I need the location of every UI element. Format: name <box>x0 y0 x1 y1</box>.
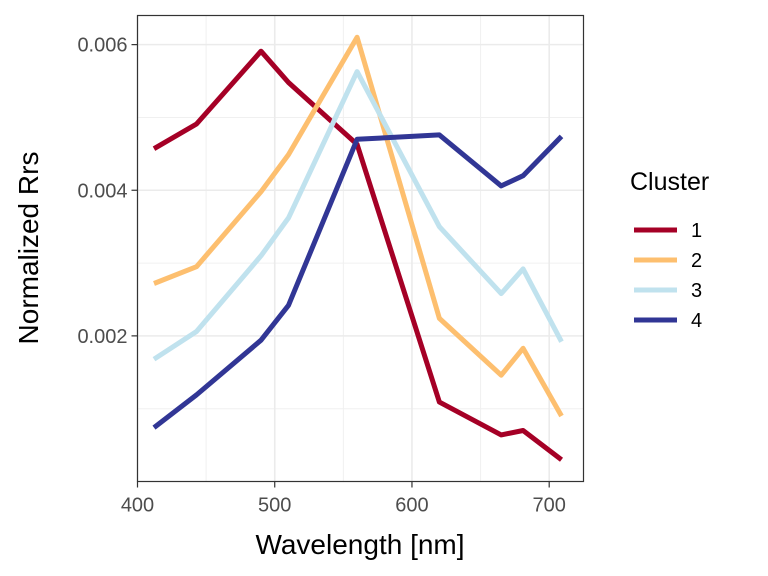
x-tick-label: 700 <box>533 495 566 517</box>
series-lines <box>152 34 564 462</box>
x-tick-label: 500 <box>258 495 291 517</box>
series-line-4 <box>152 132 564 430</box>
y-tick-label: 0.004 <box>77 180 127 202</box>
legend-label-4: 4 <box>691 310 702 332</box>
legend-label-2: 2 <box>691 250 702 272</box>
legend-label-3: 3 <box>691 280 702 302</box>
y-tick-label: 0.006 <box>77 35 127 57</box>
y-tick-label: 0.002 <box>77 326 127 348</box>
axes: 400 500 600 700 0.002 0.004 0.006 <box>77 35 565 517</box>
series-line-2 <box>153 34 564 418</box>
grid <box>136 15 584 482</box>
legend-title: Cluster <box>630 168 709 196</box>
legend-label-1: 1 <box>691 220 702 242</box>
x-tick-label: 400 <box>121 495 154 517</box>
x-axis-title: Wavelength [nm] <box>255 529 464 560</box>
y-axis-title: Normalized Rrs <box>13 152 44 345</box>
series-line-3 <box>152 69 564 362</box>
legend: Cluster 1 2 3 4 <box>630 168 709 332</box>
plot-panel-border <box>136 14 585 483</box>
x-tick-label: 600 <box>395 495 428 517</box>
